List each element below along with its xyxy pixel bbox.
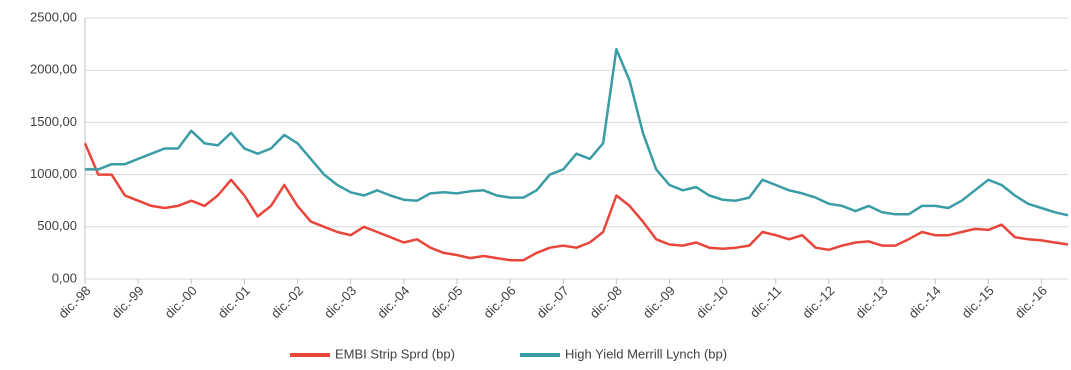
x-tick-label: dic.-00: [162, 283, 200, 321]
y-tick-label: 500,00: [37, 218, 77, 233]
x-tick-label: dic.-12: [799, 283, 837, 321]
series-line: [85, 48, 1069, 217]
legend-label: EMBI Strip Sprd (bp): [335, 346, 455, 361]
x-tick-label: dic.-08: [587, 283, 625, 321]
x-tick-label: dic.-98: [55, 283, 93, 321]
y-tick-label: 2500,00: [30, 9, 77, 24]
x-tick-label: dic.-13: [852, 283, 890, 321]
x-tick-label: dic.-11: [747, 283, 785, 321]
y-tick-label: 0,00: [52, 270, 77, 285]
x-tick-label: dic.-15: [959, 283, 997, 321]
x-tick-label: dic.-06: [480, 283, 518, 321]
x-tick-label: dic.-09: [640, 283, 678, 321]
x-tick-label: dic.-03: [321, 283, 359, 321]
x-tick-label: dic.-02: [268, 283, 306, 321]
series-line: [83, 142, 1069, 262]
x-tick-label: dic.-10: [693, 283, 731, 321]
y-tick-label: 2000,00: [30, 62, 77, 77]
x-tick-label: dic.-14: [906, 283, 944, 321]
x-tick-label: dic.-07: [534, 283, 572, 321]
x-tick-label: dic.-99: [108, 283, 146, 321]
x-tick-label: dic.-05: [427, 283, 465, 321]
x-tick-label: dic.-01: [215, 283, 253, 321]
x-tick-label: dic.-04: [374, 283, 412, 321]
y-tick-label: 1000,00: [30, 166, 77, 181]
legend-label: High Yield Merrill Lynch (bp): [565, 346, 727, 361]
x-tick-label: dic.-16: [1012, 283, 1050, 321]
y-tick-label: 1500,00: [30, 114, 77, 129]
